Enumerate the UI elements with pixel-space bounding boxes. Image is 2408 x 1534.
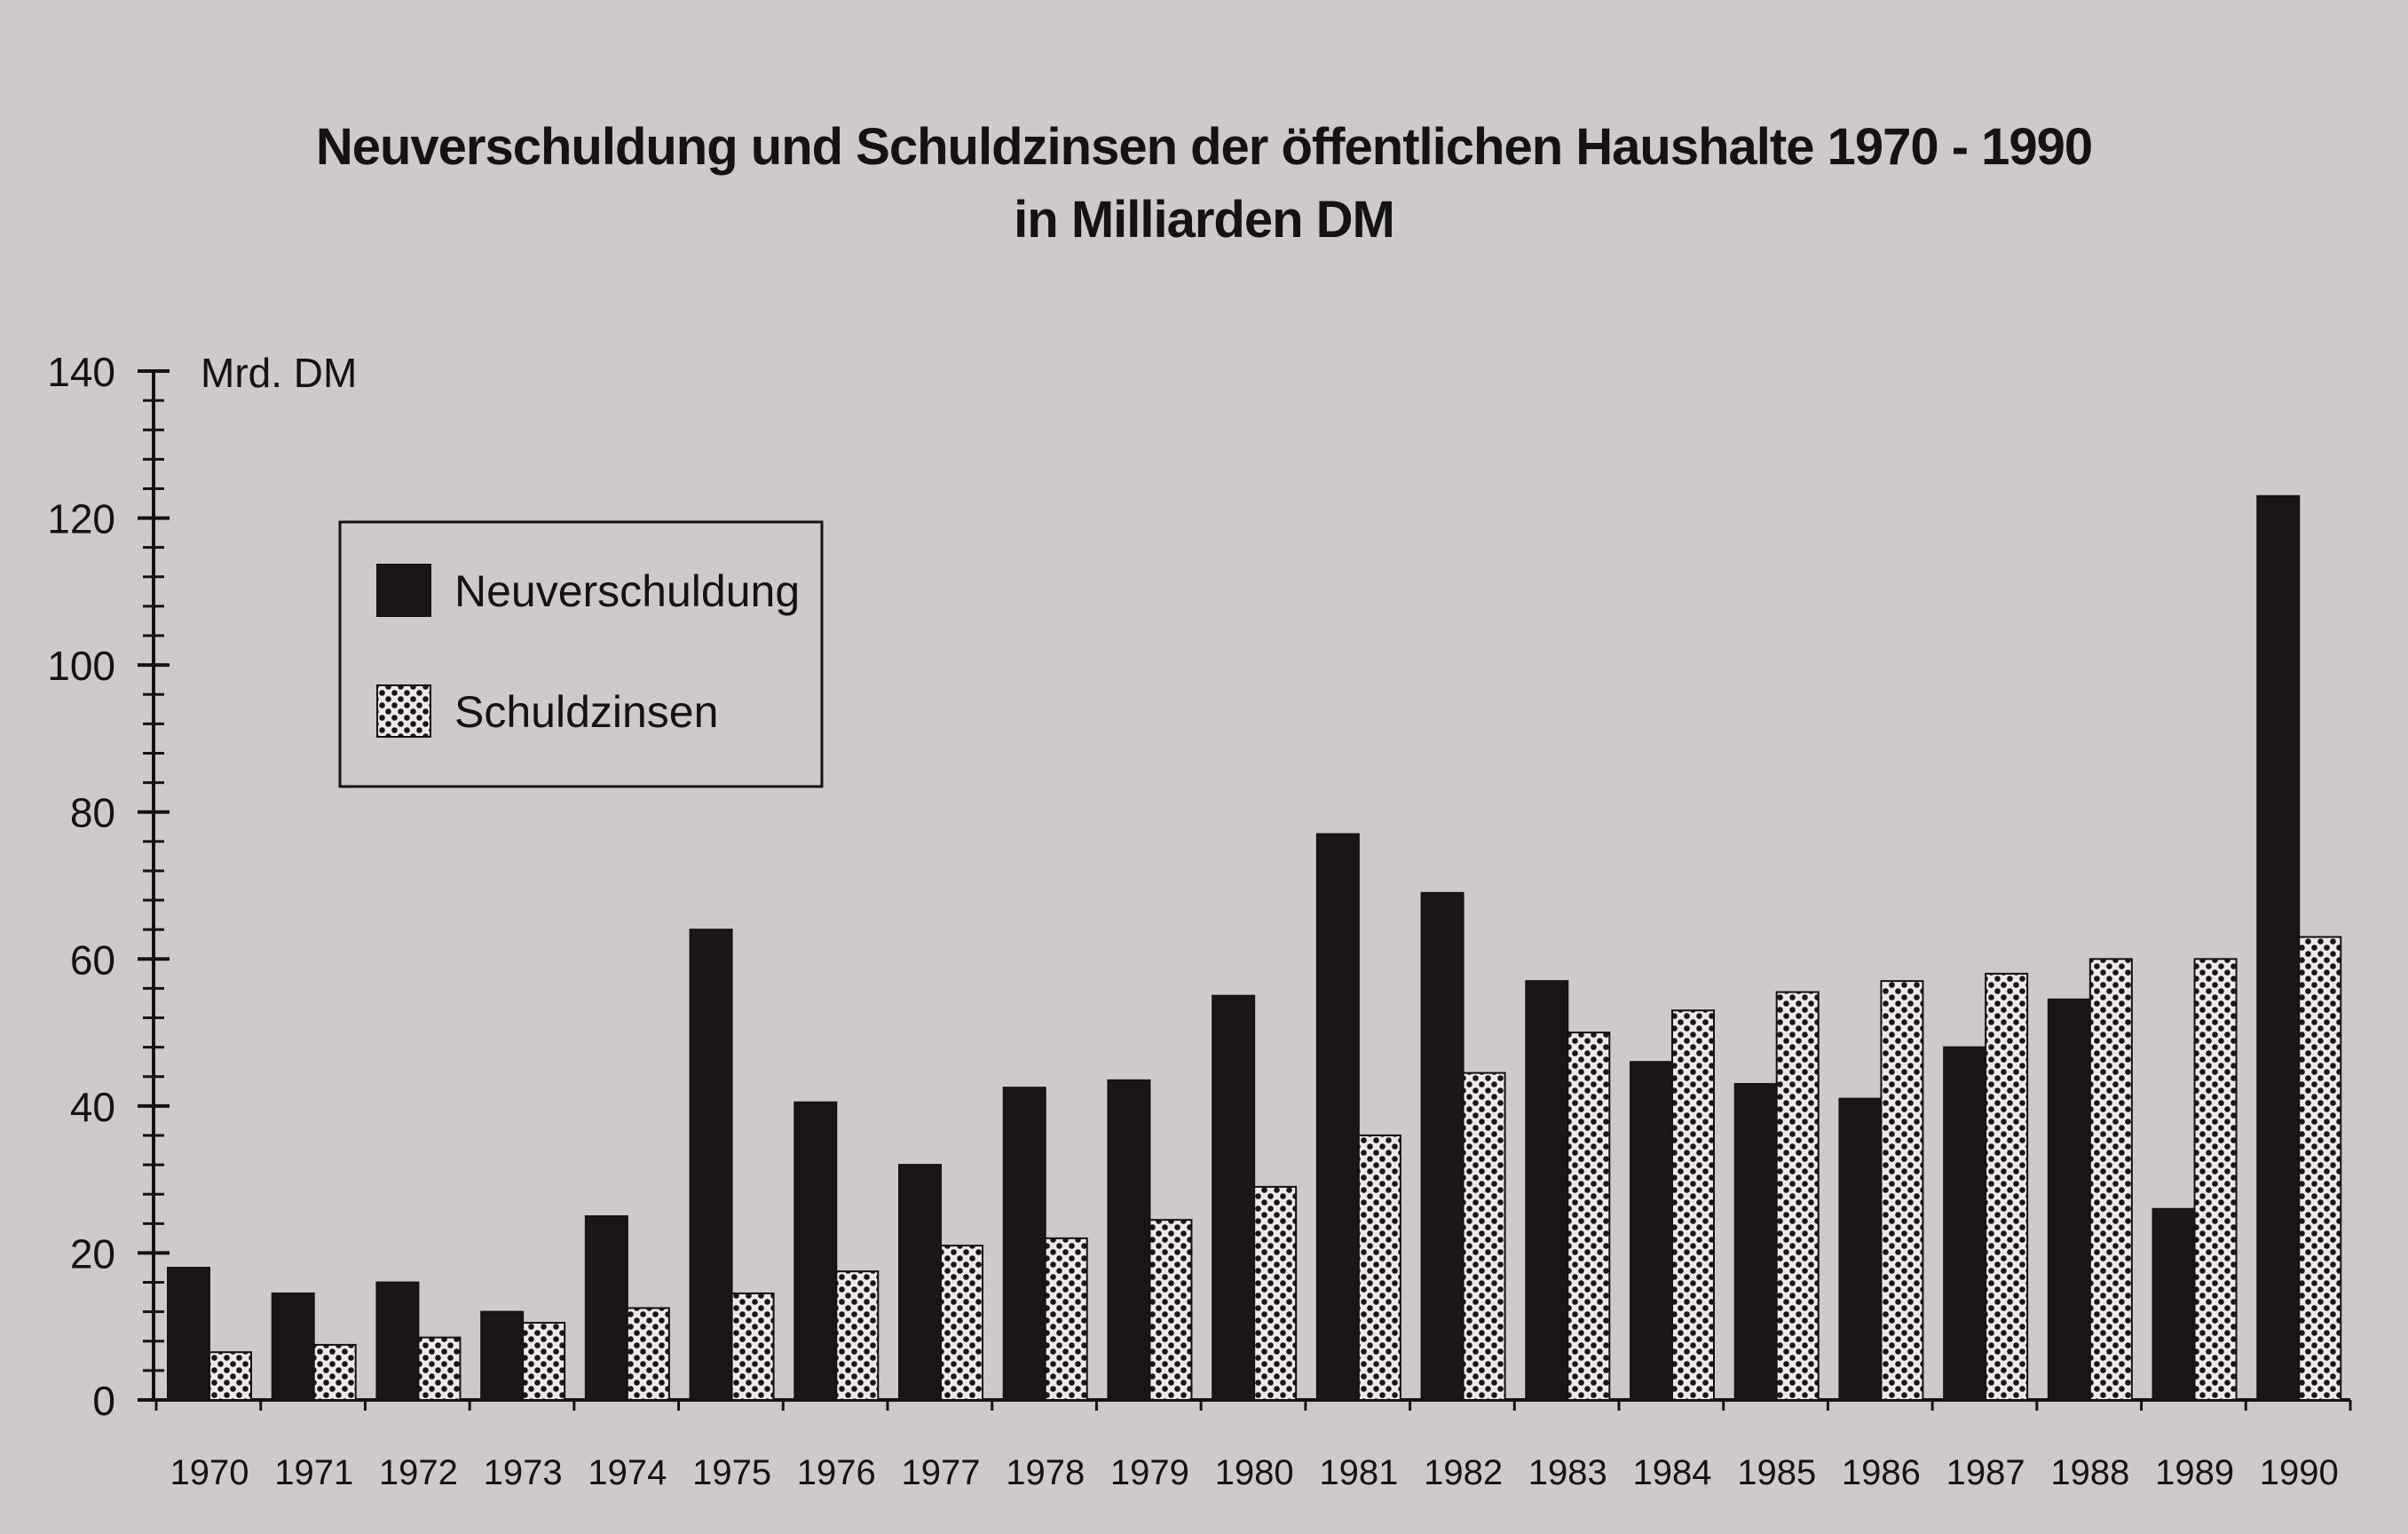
bar-neuverschuldung: [375, 1281, 420, 1401]
y-tick-label: 100: [47, 643, 115, 689]
x-tick-label: 1975: [692, 1453, 771, 1492]
y-tick-label: 60: [70, 937, 115, 983]
bar-schuldzinsen: [2298, 936, 2342, 1401]
x-tick-label: 1976: [797, 1453, 876, 1492]
x-tick-label: 1989: [2155, 1453, 2234, 1492]
y-tick-label: 20: [70, 1230, 115, 1277]
chart-subtitle: in Milliarden DM: [1014, 191, 1395, 249]
bar-schuldzinsen: [626, 1307, 670, 1401]
legend-swatch: [376, 564, 431, 617]
bar-neuverschuldung: [2256, 494, 2301, 1401]
bar-schuldzinsen: [1149, 1219, 1193, 1402]
bar-neuverschuldung: [1733, 1083, 1778, 1402]
bar-neuverschuldung: [1838, 1097, 1883, 1402]
y-tick-label: 40: [70, 1084, 115, 1130]
x-tick-label: 1983: [1528, 1453, 1607, 1492]
y-tick-label: 80: [70, 790, 115, 836]
bar-neuverschuldung: [1525, 980, 1569, 1402]
bar-schuldzinsen: [417, 1336, 462, 1402]
x-tick-label: 1985: [1737, 1453, 1816, 1492]
bar-neuverschuldung: [793, 1101, 838, 1402]
bar-neuverschuldung: [2047, 998, 2091, 1401]
bar-schuldzinsen: [1567, 1032, 1611, 1401]
bar-schuldzinsen: [1462, 1071, 1506, 1401]
bar-schuldzinsen: [209, 1351, 252, 1402]
bar-schuldzinsen: [1985, 972, 2029, 1402]
x-tick-label: 1974: [588, 1453, 667, 1492]
bar-neuverschuldung: [689, 929, 733, 1401]
bar-schuldzinsen: [1880, 980, 1924, 1402]
bar-neuverschuldung: [1315, 833, 1360, 1401]
x-tick-label: 1979: [1110, 1453, 1189, 1492]
x-tick-label: 1984: [1633, 1453, 1712, 1492]
bar-schuldzinsen: [312, 1343, 357, 1402]
y-tick-label: 140: [47, 349, 115, 395]
x-tick-label: 1971: [274, 1453, 353, 1492]
x-tick-label: 1980: [1215, 1453, 1294, 1492]
legend-box: [338, 520, 824, 788]
bar-neuverschuldung: [2151, 1207, 2196, 1402]
x-tick-label: 1972: [379, 1453, 458, 1492]
bar-neuverschuldung: [1420, 891, 1465, 1401]
bar-schuldzinsen: [1357, 1134, 1401, 1401]
x-tick-label: 1988: [2050, 1453, 2129, 1492]
bar-neuverschuldung: [1002, 1087, 1046, 1402]
y-tick-label: 0: [92, 1378, 115, 1424]
x-tick-label: 1990: [2260, 1453, 2339, 1492]
bar-schuldzinsen: [1044, 1237, 1088, 1402]
x-tick-label: 1977: [902, 1453, 981, 1492]
bar-schuldzinsen: [730, 1292, 775, 1401]
y-axis-label: Mrd. DM: [201, 350, 357, 396]
bar-schuldzinsen: [940, 1245, 983, 1402]
legend-swatch: [376, 684, 431, 738]
bar-schuldzinsen: [1671, 1009, 1715, 1401]
bar-schuldzinsen: [835, 1270, 880, 1401]
x-tick-label: 1973: [484, 1453, 563, 1492]
bar-neuverschuldung: [271, 1292, 315, 1401]
bar-schuldzinsen: [1253, 1185, 1298, 1401]
y-tick-label: 120: [47, 496, 115, 542]
bar-neuverschuldung: [167, 1266, 210, 1401]
bar-neuverschuldung: [584, 1215, 628, 1402]
bar-schuldzinsen: [522, 1322, 566, 1401]
chart-title: Neuverschuldung und Schuldzinsen der öff…: [315, 118, 2093, 176]
bar-neuverschuldung: [1107, 1079, 1151, 1402]
bar-neuverschuldung: [1630, 1061, 1673, 1401]
x-tick-label: 1978: [1006, 1453, 1085, 1492]
bar-schuldzinsen: [2193, 958, 2238, 1402]
x-tick-label: 1982: [1424, 1453, 1503, 1492]
bar-neuverschuldung: [898, 1164, 942, 1401]
legend-label: Schuldzinsen: [454, 687, 718, 737]
x-tick-label: 1970: [170, 1453, 249, 1492]
bar-neuverschuldung: [1212, 994, 1256, 1402]
x-tick-label: 1987: [1946, 1453, 2025, 1492]
x-tick-label: 1981: [1319, 1453, 1398, 1492]
x-tick-label: 1986: [1842, 1453, 1921, 1492]
legend-label: Neuverschuldung: [454, 566, 800, 616]
bar-schuldzinsen: [2088, 958, 2133, 1402]
bar-neuverschuldung: [1943, 1046, 1987, 1401]
bar-schuldzinsen: [1775, 991, 1820, 1402]
chart-title-block: Neuverschuldung und Schuldzinsen der öff…: [0, 111, 2408, 257]
bar-neuverschuldung: [480, 1310, 525, 1401]
